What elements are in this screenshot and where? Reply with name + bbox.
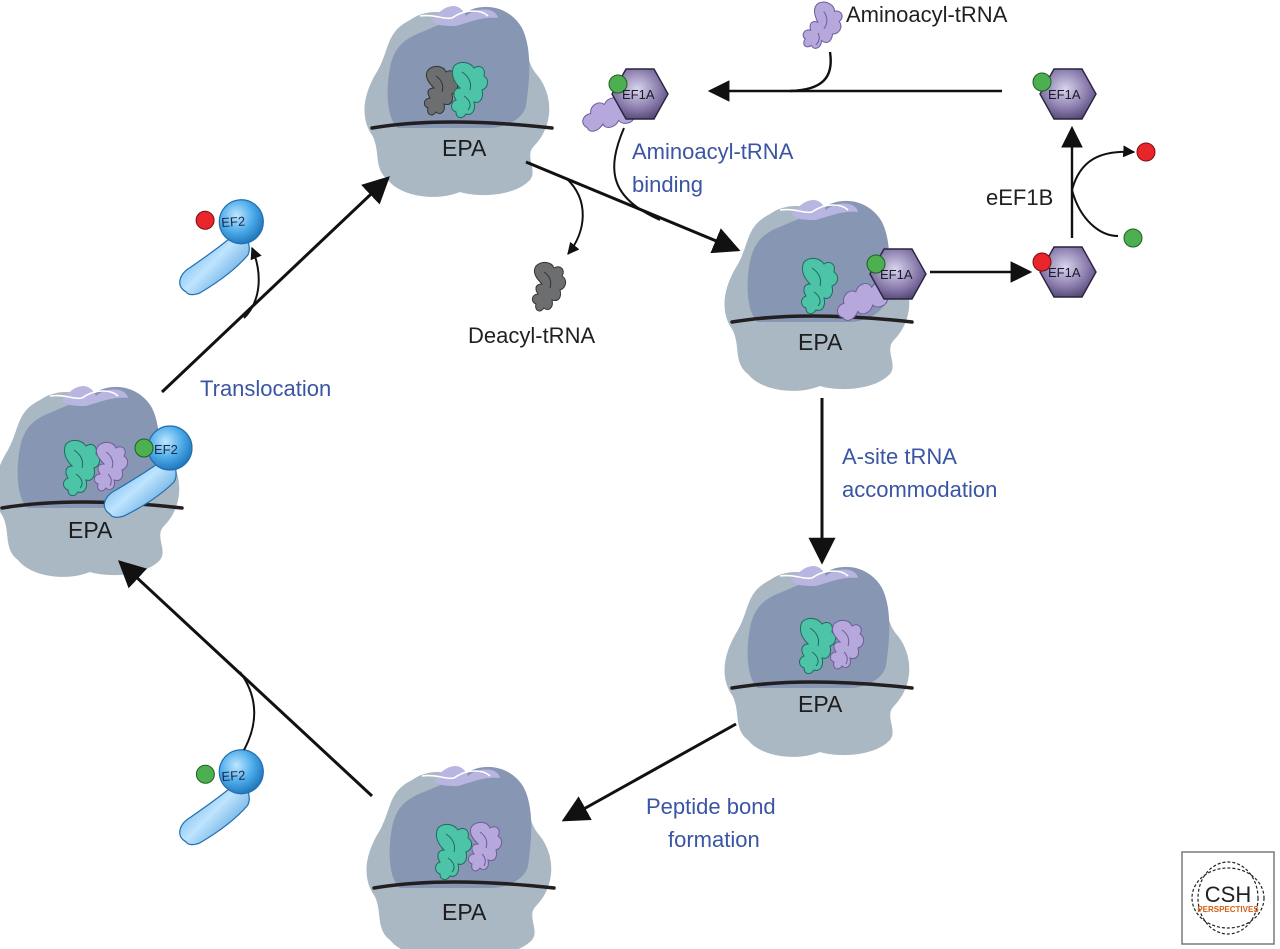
site-label-left: EPA (68, 517, 113, 543)
ef2-on-ribosome: EF2 (103, 425, 193, 518)
arrow-translocation (160, 176, 390, 394)
translocation-label: Translocation (200, 376, 331, 401)
ef2-gtp-incoming: EF2 (173, 747, 269, 847)
aminoacyl-trna-label: Aminoacyl-tRNA (846, 2, 1008, 27)
deacyl-trna-label: Deacyl-tRNA (468, 323, 595, 348)
site-label-bottom: EPA (442, 899, 487, 925)
ef1a-label-top-right: EF1A (1048, 87, 1081, 102)
aminoacyl-binding-label: Aminoacyl-tRNA (632, 139, 794, 164)
csh-perspectives-logo: CSH PERSPECTIVES (1181, 851, 1275, 945)
ef2-label-ribosome: EF2 (154, 442, 178, 457)
ef1a-label-complex: EF1A (622, 87, 655, 102)
aminoacyl-binding-label-2: binding (632, 172, 703, 197)
ribosome-bottom-right: EPA (722, 564, 914, 759)
gtp-incoming-dot (1123, 228, 1143, 248)
a-site-label-2: accommodation (842, 477, 997, 502)
arrow-aminoacyl-join (789, 51, 832, 93)
ribosome-bottom: EPA (364, 764, 556, 949)
ef2-label-incoming: EF2 (221, 767, 246, 784)
site-label-right: EPA (798, 329, 843, 355)
logo-csh: CSH (1205, 882, 1251, 907)
ef1a-gtp-top-right: EF1A (1032, 68, 1097, 120)
ef1a-label-ribosome: EF1A (880, 267, 913, 282)
gdp-released-dot (1136, 142, 1156, 162)
arrow-complex-joining (613, 127, 661, 221)
peptide-bond-label: Peptide bond (646, 794, 776, 819)
peptide-bond-label-2: formation (668, 827, 760, 852)
ef1a-gdp-right: EF1A (1032, 246, 1097, 298)
arrow-ef2-binding (239, 671, 256, 751)
ribosome-left: EPA (0, 384, 184, 579)
a-site-label: A-site tRNA (842, 444, 957, 469)
ef2-label-released: EF2 (221, 213, 246, 230)
aminoacyl-trna-free (798, 0, 848, 57)
ribosome-right: EPA (722, 198, 914, 393)
arrow-ef2-release (243, 246, 262, 319)
ef1a-label-right: EF1A (1048, 265, 1081, 280)
arrow-peptide-bond (561, 722, 737, 822)
site-label-top: EPA (442, 135, 487, 161)
arrow-gdp-release-curve (1071, 145, 1136, 191)
site-label-bottom-right: EPA (798, 691, 843, 717)
arrow-to-translocation-state (118, 560, 374, 798)
ribosome-top: EPA (362, 4, 554, 199)
arrow-gtp-in-curve (1071, 189, 1119, 237)
logo-perspectives: PERSPECTIVES (1197, 905, 1259, 914)
arrow-deacyl-release (565, 177, 584, 255)
ef1a-on-ribosome: EF1A (866, 248, 927, 300)
deacyl-trna-free (531, 261, 567, 312)
arrow-aminoacyl-binding (525, 160, 741, 254)
eef1b-label: eEF1B (986, 185, 1053, 210)
ef2-gdp-released: EF2 (173, 197, 269, 297)
ef1a-complex-top: EF1A (608, 68, 669, 120)
